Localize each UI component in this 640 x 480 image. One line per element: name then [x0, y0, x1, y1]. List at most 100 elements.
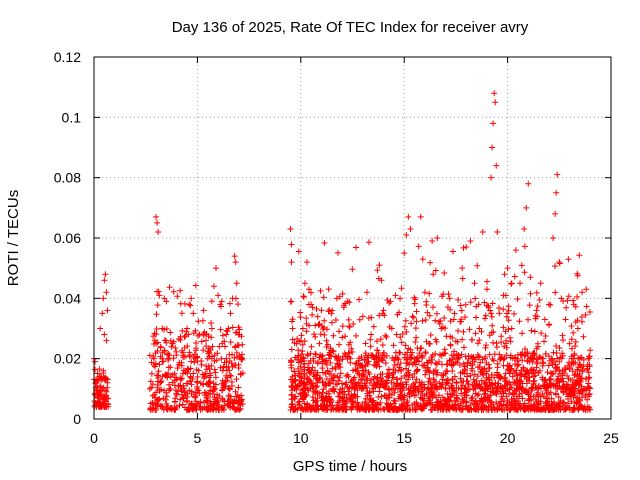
data-point [430, 376, 437, 383]
data-point [490, 401, 497, 408]
data-point [479, 228, 486, 235]
data-point [220, 363, 227, 370]
data-point [297, 314, 304, 321]
data-point [180, 395, 187, 402]
data-point [362, 406, 369, 413]
data-point [566, 359, 573, 366]
data-point [460, 398, 467, 405]
data-point [366, 370, 373, 377]
data-point [372, 404, 379, 411]
data-point [555, 373, 562, 380]
data-point [548, 395, 555, 402]
data-point [358, 405, 365, 412]
y-tick-label: 0.02 [54, 351, 81, 367]
data-point [339, 334, 346, 341]
data-point [154, 288, 161, 295]
data-point [388, 391, 395, 398]
data-point [516, 370, 523, 377]
data-point [434, 361, 441, 368]
data-point [164, 351, 171, 358]
data-point [580, 333, 587, 340]
data-point [221, 359, 228, 366]
data-point [318, 307, 325, 314]
data-point [579, 289, 586, 296]
data-point [459, 275, 466, 282]
data-point [514, 406, 521, 413]
data-point [319, 365, 326, 372]
data-point [578, 383, 585, 390]
data-point [348, 345, 355, 352]
data-point [171, 398, 178, 405]
data-point [466, 326, 473, 333]
data-point [302, 406, 309, 413]
data-point [388, 325, 395, 332]
data-point [179, 401, 186, 408]
data-point [489, 300, 496, 307]
data-point [545, 403, 552, 410]
data-point [99, 385, 106, 392]
data-point [471, 384, 478, 391]
data-point [370, 382, 377, 389]
plot-frame [93, 56, 612, 420]
data-point [232, 361, 239, 368]
data-point [186, 301, 193, 308]
data-point [339, 406, 346, 413]
data-point [511, 355, 518, 362]
data-point [103, 289, 110, 296]
data-point [517, 401, 524, 408]
data-point [180, 367, 187, 374]
data-point [481, 315, 488, 322]
data-point [297, 405, 304, 412]
data-point [203, 343, 210, 350]
y-tick-label: 0.08 [54, 170, 81, 186]
data-point [184, 343, 191, 350]
data-point [534, 389, 541, 396]
y-tick-label: 0.04 [54, 290, 81, 306]
data-point [508, 402, 515, 409]
data-point [288, 346, 295, 353]
data-point [523, 376, 530, 383]
data-point [485, 403, 492, 410]
data-point [574, 317, 581, 324]
data-point [458, 316, 465, 323]
data-point [379, 342, 386, 349]
data-point [375, 394, 382, 401]
data-point [472, 330, 479, 337]
data-point [295, 352, 302, 359]
data-point [374, 374, 381, 381]
data-point [166, 381, 173, 388]
data-point [177, 337, 184, 344]
data-point [552, 390, 559, 397]
data-point [457, 375, 464, 382]
data-point [349, 394, 356, 401]
data-point [384, 377, 391, 384]
data-point [212, 374, 219, 381]
data-point [365, 239, 372, 246]
data-point [227, 310, 234, 317]
data-point [467, 238, 474, 245]
data-point [481, 365, 488, 372]
data-point [514, 377, 521, 384]
data-point [462, 353, 469, 360]
data-point [229, 324, 236, 331]
data-point [167, 329, 174, 336]
data-point [369, 385, 376, 392]
data-point [150, 355, 157, 362]
data-point [464, 373, 471, 380]
data-point [506, 385, 513, 392]
data-point [527, 274, 534, 281]
data-point [296, 401, 303, 408]
data-point [444, 304, 451, 311]
data-point [342, 400, 349, 407]
data-point [163, 393, 170, 400]
data-point [453, 351, 460, 358]
data-point [192, 355, 199, 362]
data-point [228, 378, 235, 385]
data-point [199, 405, 206, 412]
data-point [225, 385, 232, 392]
data-point [326, 388, 333, 395]
data-point [526, 302, 533, 309]
data-point [212, 381, 219, 388]
data-point [430, 271, 437, 278]
data-point [441, 396, 448, 403]
